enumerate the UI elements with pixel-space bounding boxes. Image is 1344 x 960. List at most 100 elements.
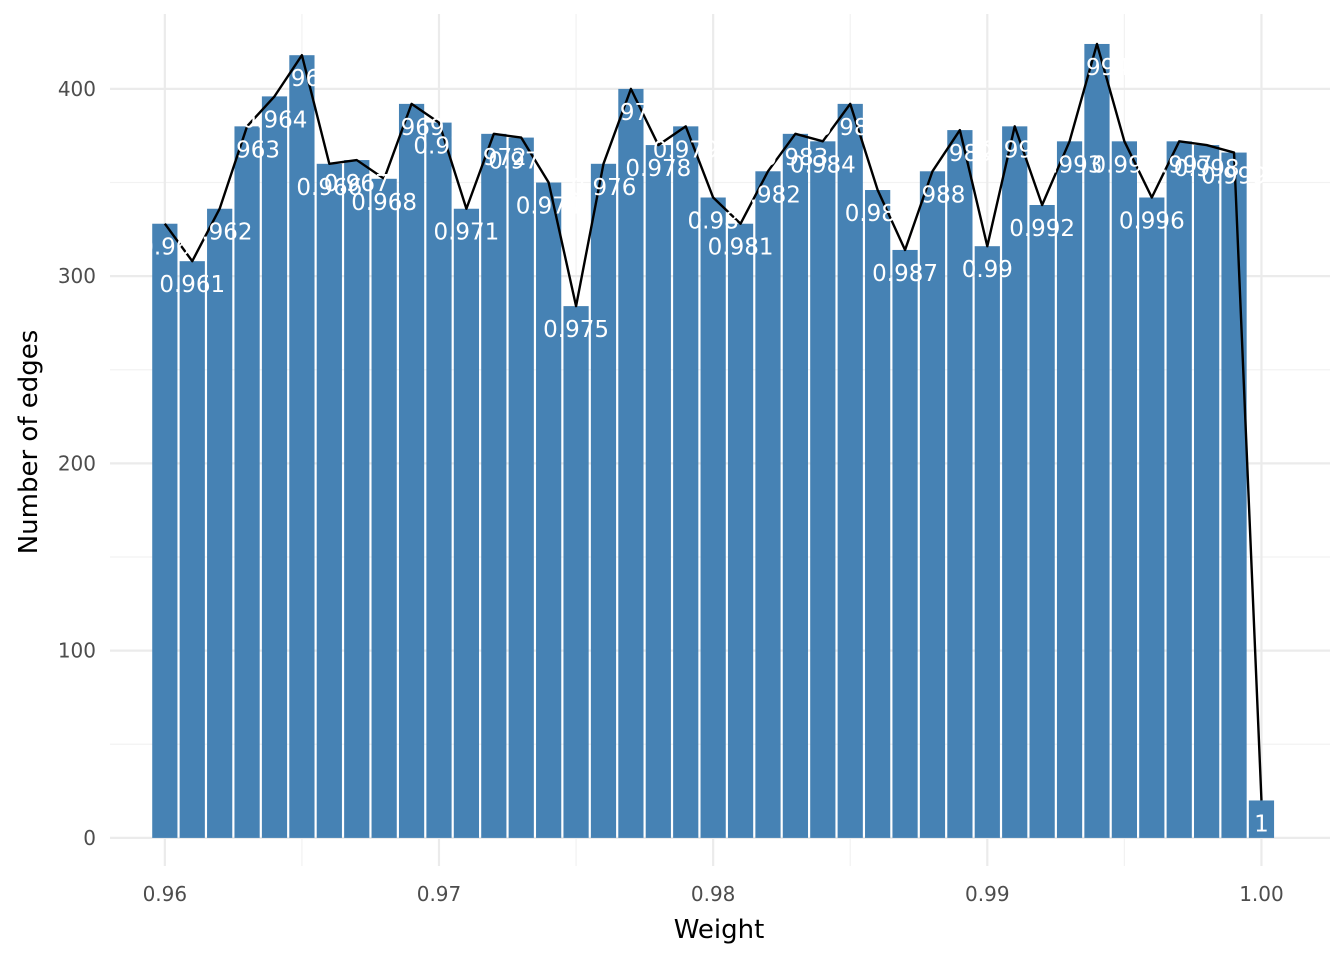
bar-label: 0.969: [379, 115, 445, 141]
bar-label: 0.997: [1146, 152, 1212, 178]
bar-label: 0.995: [1091, 152, 1157, 178]
x-tick-label: 0.96: [143, 882, 188, 906]
bar-label: 0.963: [214, 137, 280, 163]
bar: [1166, 141, 1192, 838]
bar-label: 0.975: [543, 317, 609, 343]
bar-label: 0.971: [433, 220, 499, 246]
bar: [837, 103, 863, 838]
bar-label: 0.966: [296, 175, 362, 201]
bar: [673, 126, 699, 838]
bar: [727, 223, 754, 838]
bar: [207, 208, 233, 838]
bar: [481, 133, 507, 838]
trend-line: [163, 42, 1263, 801]
bar-label: 0.968: [351, 190, 417, 216]
bar: [618, 88, 644, 838]
bar-label: 0.988: [900, 182, 966, 208]
bar-label: 0.964: [242, 107, 308, 133]
bar: [1111, 141, 1137, 838]
bar-label: 0.982: [735, 182, 801, 208]
bar: [865, 190, 891, 838]
bar: [1084, 43, 1110, 838]
bar: [755, 171, 781, 838]
bar: [919, 171, 946, 838]
bars: [152, 43, 1275, 838]
bar-label: 0.99: [962, 257, 1013, 283]
bar: [645, 145, 671, 838]
bar-label: 0.979: [653, 137, 719, 163]
bar-label: 0.972: [461, 145, 527, 171]
bar: [179, 261, 205, 838]
bar: [536, 182, 562, 838]
bar-label: 0.998: [1174, 156, 1240, 182]
bar-label: 0.974: [516, 194, 582, 220]
bar-label: 0.992: [1009, 216, 1075, 242]
bar: [974, 246, 1000, 838]
bar: [892, 249, 918, 838]
x-tick-label: 0.97: [417, 882, 462, 906]
bar: [1139, 197, 1165, 838]
bar: [810, 141, 836, 838]
y-tick-label: 100: [58, 639, 96, 663]
bar: [590, 163, 617, 838]
bar-label: 0.96: [139, 235, 190, 261]
bar: [1002, 126, 1028, 838]
bar-label: 0.987: [872, 261, 938, 287]
bar: [426, 122, 452, 838]
bar-label: 0.976: [571, 175, 637, 201]
bar-label: 0.961: [159, 272, 225, 298]
bar-label: 1: [1254, 811, 1269, 837]
bar-label: 0.962: [187, 220, 253, 246]
bar: [152, 223, 178, 838]
bar: [344, 160, 370, 838]
bar: [1248, 800, 1275, 838]
bar-labels: 0.960.9610.9620.9630.9640.9650.9660.9670…: [139, 55, 1269, 838]
axes: 0 100 200 300 400 0.96 0.97 0.98 0.99 1.00: [58, 77, 1284, 906]
bar: [1194, 145, 1220, 838]
bar-label: 0.989: [927, 141, 993, 167]
bar: [1056, 141, 1083, 838]
bar-label: 0.985: [817, 115, 883, 141]
bar-label: 0.984: [790, 152, 856, 178]
bar-label: 0.97: [413, 134, 464, 160]
trend-line-layer: [163, 42, 1263, 801]
bar: [700, 197, 726, 838]
bar: [1221, 152, 1247, 838]
bar: [453, 208, 480, 838]
y-axis-title: Number of edges: [14, 330, 44, 555]
bar: [289, 55, 315, 838]
bar: [234, 126, 260, 838]
bar: [563, 306, 589, 838]
y-tick-label: 300: [58, 264, 96, 288]
bar: [316, 163, 342, 838]
x-tick-label: 1.00: [1239, 882, 1284, 906]
bar-label: 0.973: [488, 149, 554, 175]
y-tick-label: 200: [58, 451, 96, 475]
bar-label: 0.98: [688, 209, 739, 235]
bar: [1029, 204, 1055, 838]
bar-label: 0.991: [982, 137, 1048, 163]
bar-label: 0.999: [1201, 164, 1267, 190]
bar-label: 0.983: [762, 145, 828, 171]
bar: [371, 178, 397, 838]
x-axis-title: Weight: [674, 915, 765, 945]
bar-label: 0.996: [1119, 209, 1185, 235]
bar: [398, 103, 425, 838]
bar-label: 0.978: [625, 156, 691, 182]
y-tick-label: 0: [83, 826, 96, 850]
bar-label: 0.994: [1064, 55, 1130, 81]
bar-label: 0.965: [269, 66, 335, 92]
bar: [261, 96, 288, 838]
bar-label: 0.993: [1037, 152, 1103, 178]
bar: [782, 133, 809, 838]
bar-label: 0.981: [708, 235, 774, 261]
bar: [947, 130, 973, 838]
x-tick-label: 0.99: [965, 882, 1010, 906]
y-tick-label: 400: [58, 77, 96, 101]
bar: [508, 137, 534, 838]
bar-label: 0.986: [845, 201, 911, 227]
bar-label: 0.977: [598, 100, 664, 126]
x-tick-label: 0.98: [691, 882, 736, 906]
bar-label: 0.967: [324, 171, 390, 197]
